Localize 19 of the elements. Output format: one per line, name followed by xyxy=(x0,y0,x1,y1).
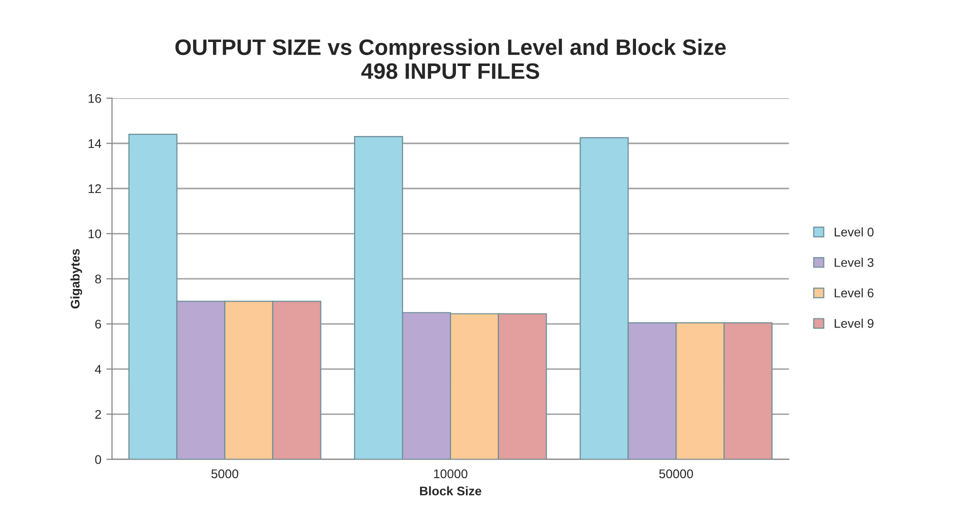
y-tick-label: 2 xyxy=(95,410,101,419)
legend-label: Level 0 xyxy=(834,227,874,236)
legend-label: Level 6 xyxy=(834,288,874,298)
x-axis-title: Block Size xyxy=(420,486,482,496)
y-axis-title: Gigabytes xyxy=(70,249,82,308)
y-tick-label: 14 xyxy=(88,139,102,148)
y-tick-label: 16 xyxy=(88,94,102,103)
chart-title: OUTPUT SIZE vs Compression Level and Block Size 498 INPUT FILES xyxy=(175,38,726,80)
y-tick-label: 0 xyxy=(95,455,102,464)
legend-label: Level 3 xyxy=(834,258,874,267)
legend-label: Level 9 xyxy=(834,318,874,328)
y-tick-label: 8 xyxy=(95,274,102,284)
y-tick-label: 12 xyxy=(88,184,101,194)
y-tick-label: 10 xyxy=(88,229,102,238)
y-tick-label: 4 xyxy=(94,364,102,374)
x-tick-label: 5000 xyxy=(211,469,238,478)
x-tick-label: 50000 xyxy=(659,469,694,478)
y-tick-label: 6 xyxy=(95,320,102,329)
x-tick-label: 10000 xyxy=(434,469,468,478)
